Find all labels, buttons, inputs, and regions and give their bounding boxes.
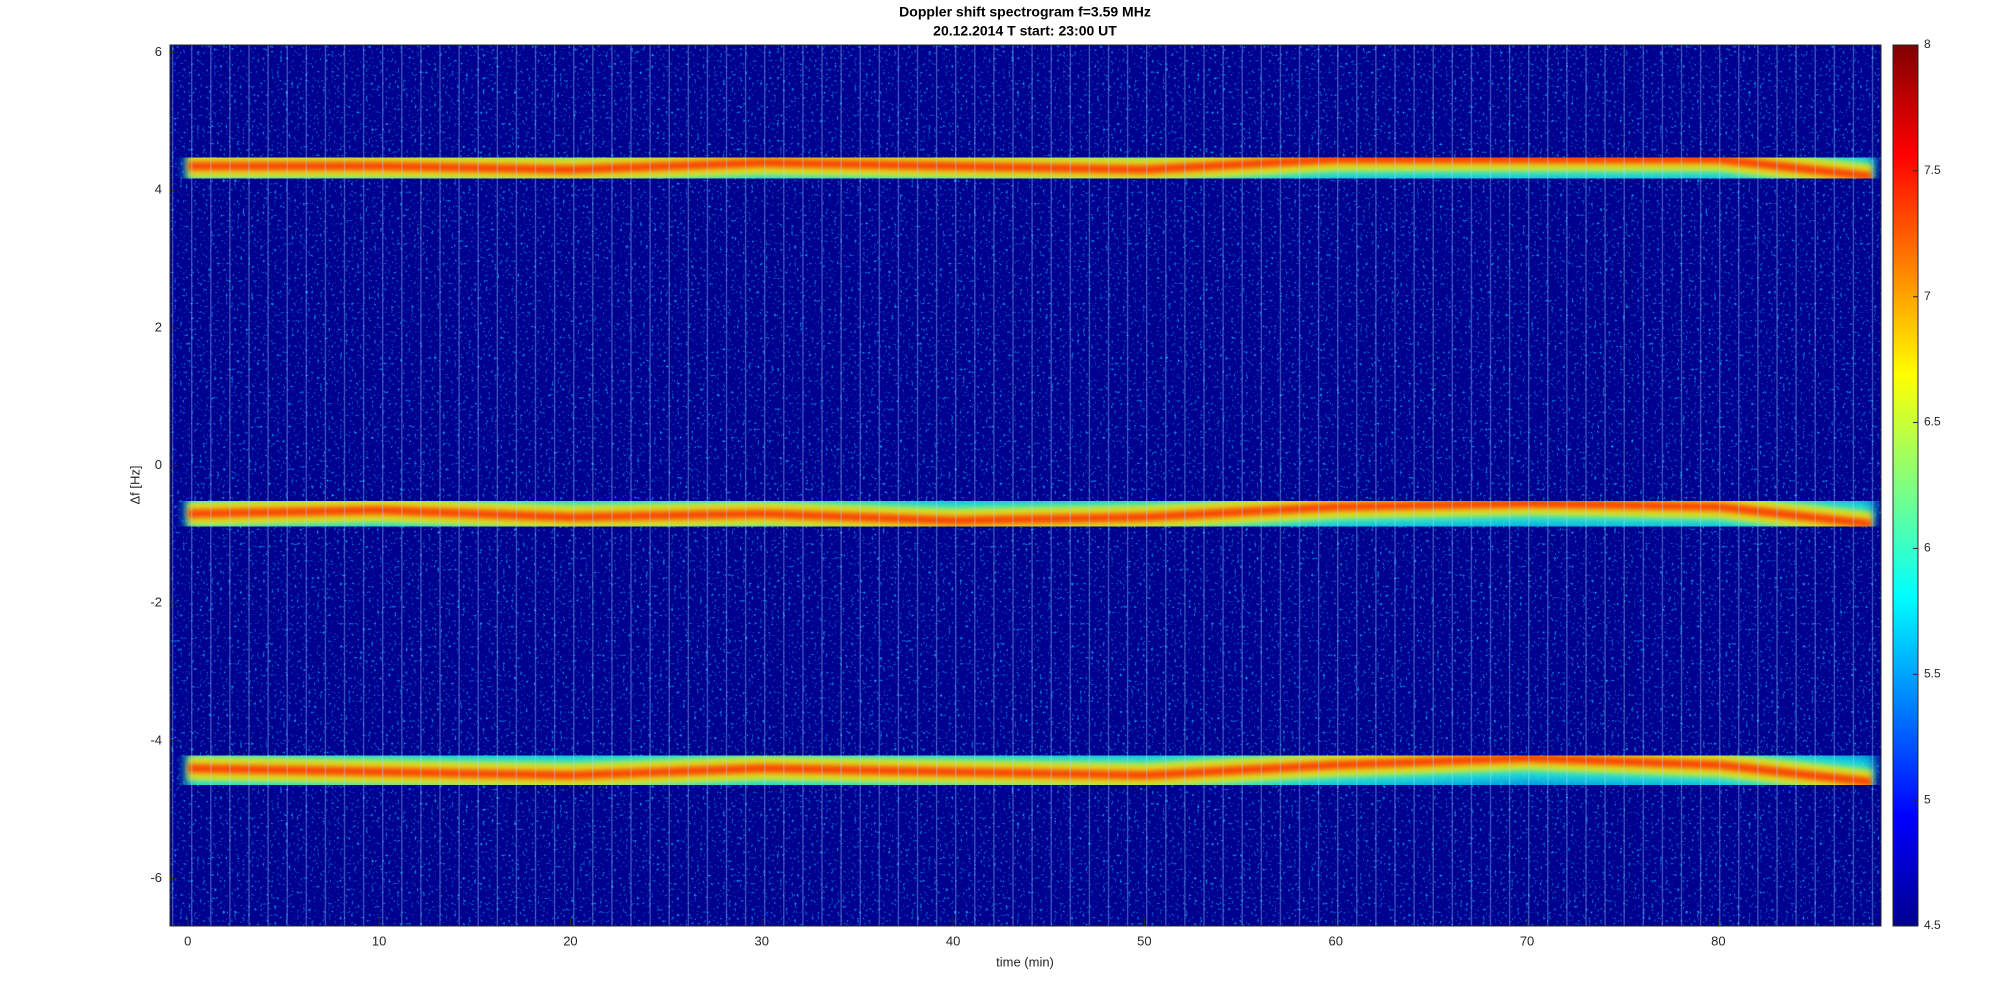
colorbar-tick-label: 4.5	[1924, 918, 1941, 932]
y-tick-label: -6	[150, 870, 162, 885]
y-tick-label: 4	[155, 182, 162, 197]
time-stripes	[172, 45, 1881, 926]
x-tick-label: 50	[1137, 933, 1151, 948]
x-tick-label: 10	[372, 933, 386, 948]
chart-subtitle: 20.12.2014 T start: 23:00 UT	[933, 23, 1117, 39]
x-tick-label: 80	[1711, 933, 1725, 948]
y-tick-label: -4	[150, 732, 162, 747]
y-axis-label: Δf [Hz]	[127, 465, 142, 504]
y-tick-label: 2	[155, 319, 162, 334]
x-tick-label: 0	[184, 933, 191, 948]
y-tick-label: 0	[155, 457, 162, 472]
chart-title: Doppler shift spectrogram f=3.59 MHz	[899, 4, 1151, 20]
x-tick-label: 60	[1328, 933, 1342, 948]
y-tick-label: -2	[150, 595, 162, 610]
plot-area	[170, 45, 1881, 926]
plot-frame	[169, 44, 1882, 927]
colorbar-tick-label: 7	[1924, 289, 1931, 303]
colorbar-tick-label: 6.5	[1924, 415, 1941, 429]
colorbar-tick-label: 7.5	[1924, 163, 1941, 177]
x-tick-label: 70	[1520, 933, 1534, 948]
y-tick-label: 6	[155, 44, 162, 59]
x-axis-label: time (min)	[996, 954, 1054, 969]
colorbar-tick-label: 5	[1924, 792, 1931, 806]
x-tick-label: 40	[946, 933, 960, 948]
colorbar-tick-label: 8	[1924, 37, 1931, 51]
colorbar-tick-label: 5.5	[1924, 666, 1941, 680]
x-tick-label: 20	[563, 933, 577, 948]
colorbar-tick-label: 6	[1924, 541, 1931, 555]
colorbar	[1892, 44, 1919, 927]
x-tick-label: 30	[755, 933, 769, 948]
